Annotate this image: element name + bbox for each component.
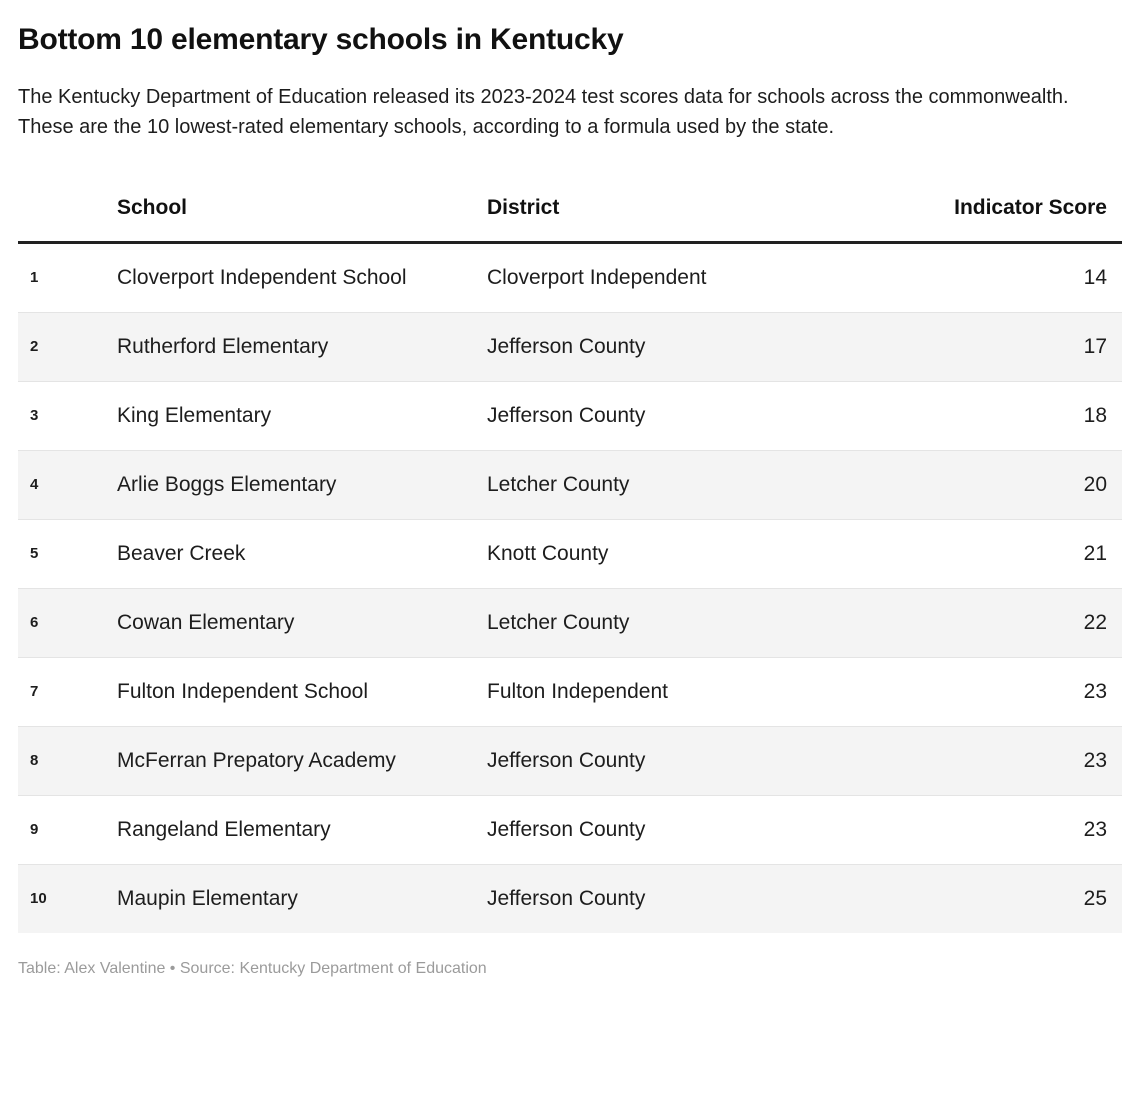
district-cell: Knott County [487,519,817,589]
table-row: 8 McFerran Prepatory Academy Jefferson Cou… [18,726,1122,796]
score-cell: 23 [817,726,1122,796]
district-cell: Jefferson County [487,726,817,796]
table-graphic: Bottom 10 elementary schools in Kentucky… [18,23,1122,977]
school-cell: Rutherford Elementary [117,312,487,382]
school-cell: Rangeland Elementary [117,795,487,865]
table-row: 2 Rutherford Elementary Jefferson County 17 [18,312,1122,382]
rank-cell: 6 [18,588,117,658]
school-cell: Arlie Boggs Elementary [117,450,487,520]
table-row: 6 Cowan Elementary Letcher County 22 [18,588,1122,658]
school-cell: Maupin Elementary [117,864,487,933]
district-cell: Jefferson County [487,381,817,451]
score-cell: 23 [817,795,1122,865]
district-cell: Jefferson County [487,864,817,933]
table-row: 4 Arlie Boggs Elementary Letcher County 20 [18,450,1122,520]
rank-cell: 2 [18,312,117,382]
district-cell: Jefferson County [487,312,817,382]
district-cell: Fulton Independent [487,657,817,727]
school-cell: Cowan Elementary [117,588,487,658]
table-row: 9 Rangeland Elementary Jefferson County 23 [18,795,1122,865]
table-row: 1 Cloverport Independent School Cloverport… [18,243,1122,313]
table-header: School District Indicator Score [18,182,1122,244]
table-body: 1 Cloverport Independent School Cloverport… [18,243,1122,933]
table-row: 7 Fulton Independent School Fulton Indepen… [18,657,1122,727]
table-row: 3 King Elementary Jefferson County 18 [18,381,1122,451]
score-cell: 17 [817,312,1122,382]
rank-cell: 3 [18,381,117,451]
rank-cell: 10 [18,864,117,933]
district-cell: Letcher County [487,588,817,658]
rank-cell: 7 [18,657,117,727]
source-credit: Table: Alex Valentine • Source: Kentucky… [18,960,487,977]
column-header-rank [18,182,117,244]
table-row: 10 Maupin Elementary Jefferson County 25 [18,864,1122,933]
rank-cell: 4 [18,450,117,520]
school-cell: Fulton Independent School [117,657,487,727]
score-cell: 20 [817,450,1122,520]
score-cell: 25 [817,864,1122,933]
school-cell: Cloverport Independent School [117,266,407,289]
rank-cell: 1 [30,269,39,286]
chart-description: The Kentucky Department of Education rel… [18,86,1069,138]
district-cell: Letcher County [487,450,817,520]
score-cell: 22 [817,588,1122,658]
school-cell: McFerran Prepatory Academy [117,726,487,796]
table-row: 5 Beaver Creek Knott County 21 [18,519,1122,589]
column-header-district: District [487,182,817,244]
district-cell: Jefferson County [487,795,817,865]
page-title: Bottom 10 elementary schools in Kentucky [18,23,624,56]
score-cell: 14 [1083,266,1107,289]
table-header-row: School District Indicator Score [18,182,1122,244]
school-cell: Beaver Creek [117,519,487,589]
score-cell: 18 [817,381,1122,451]
column-header-school: School [117,182,487,244]
schools-table: School District Indicator Score 1 Cloverp… [18,182,1122,933]
rank-cell: 8 [18,726,117,796]
rank-cell: 5 [18,519,117,589]
school-cell: King Elementary [117,381,487,451]
rank-cell: 9 [18,795,117,865]
score-cell: 21 [817,519,1122,589]
column-header-indicator-score: Indicator Score [817,182,1122,244]
district-cell: Cloverport Independent [487,266,707,289]
score-cell: 23 [817,657,1122,727]
